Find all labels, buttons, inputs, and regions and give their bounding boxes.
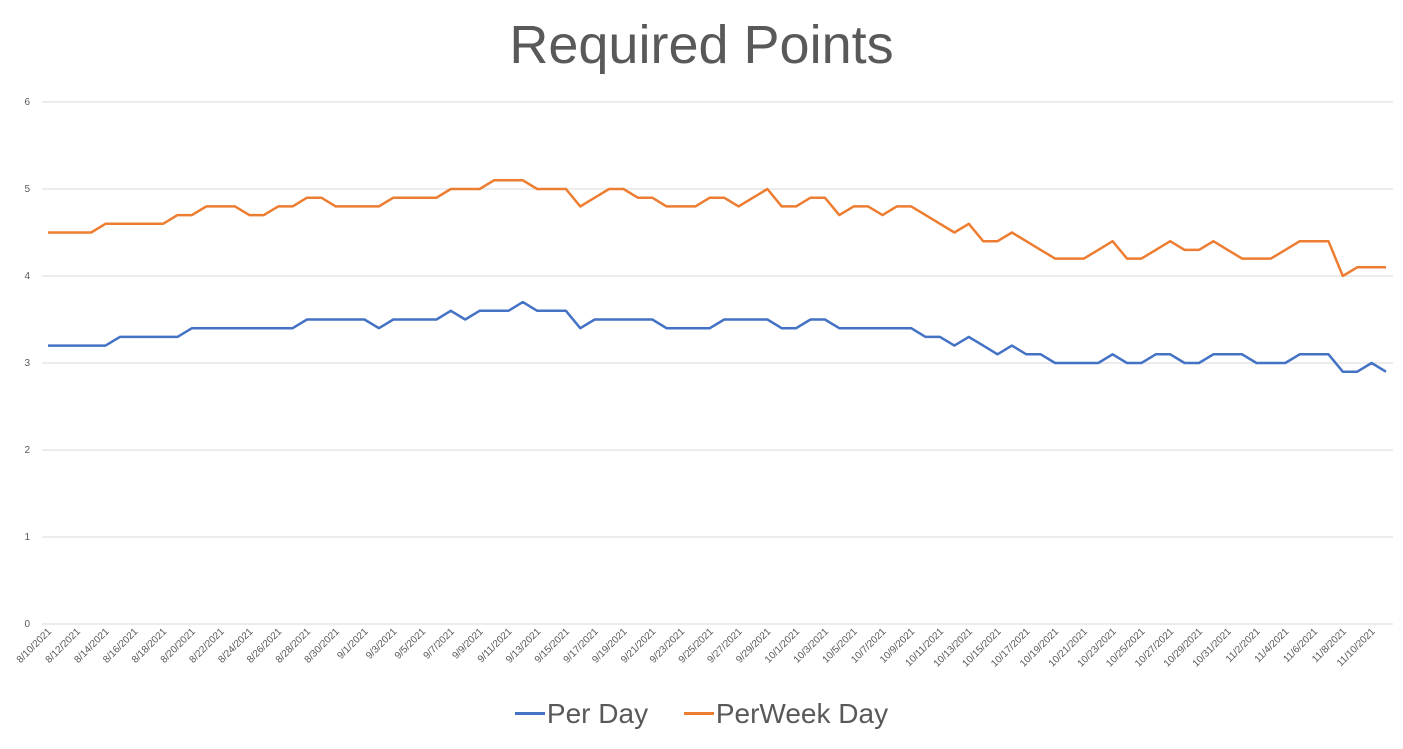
- y-tick-label: 5: [24, 184, 30, 195]
- y-tick-label: 6: [24, 97, 30, 108]
- y-tick-label: 4: [24, 271, 30, 282]
- y-tick-label: 3: [24, 358, 30, 369]
- legend-label-per-day: Per Day: [546, 697, 649, 729]
- legend-item-perweek-day: PerWeek Day: [683, 697, 889, 730]
- y-axis-tick-labels: 0 1 2 3 4 5 6: [24, 97, 30, 630]
- legend-item-per-day: Per Day: [514, 697, 649, 730]
- y-tick-label: 1: [24, 532, 30, 543]
- x-axis-tick-labels: 8/10/20218/12/20218/14/20218/16/20218/18…: [15, 626, 1378, 669]
- y-tick-label: 0: [24, 619, 30, 630]
- legend-swatch-perweek-day: [683, 712, 714, 715]
- gridlines: [42, 101, 1393, 625]
- series-lines: [48, 179, 1387, 373]
- y-tick-label: 2: [24, 445, 30, 456]
- legend: Per Day PerWeek Day: [0, 690, 1403, 730]
- series-line-per-day: [48, 300, 1387, 373]
- series-line-perweek-day: [48, 179, 1386, 278]
- chart-title: Required Points: [509, 15, 894, 75]
- legend-label-perweek-day: PerWeek Day: [715, 697, 889, 729]
- legend-swatch-per-day: [514, 712, 545, 715]
